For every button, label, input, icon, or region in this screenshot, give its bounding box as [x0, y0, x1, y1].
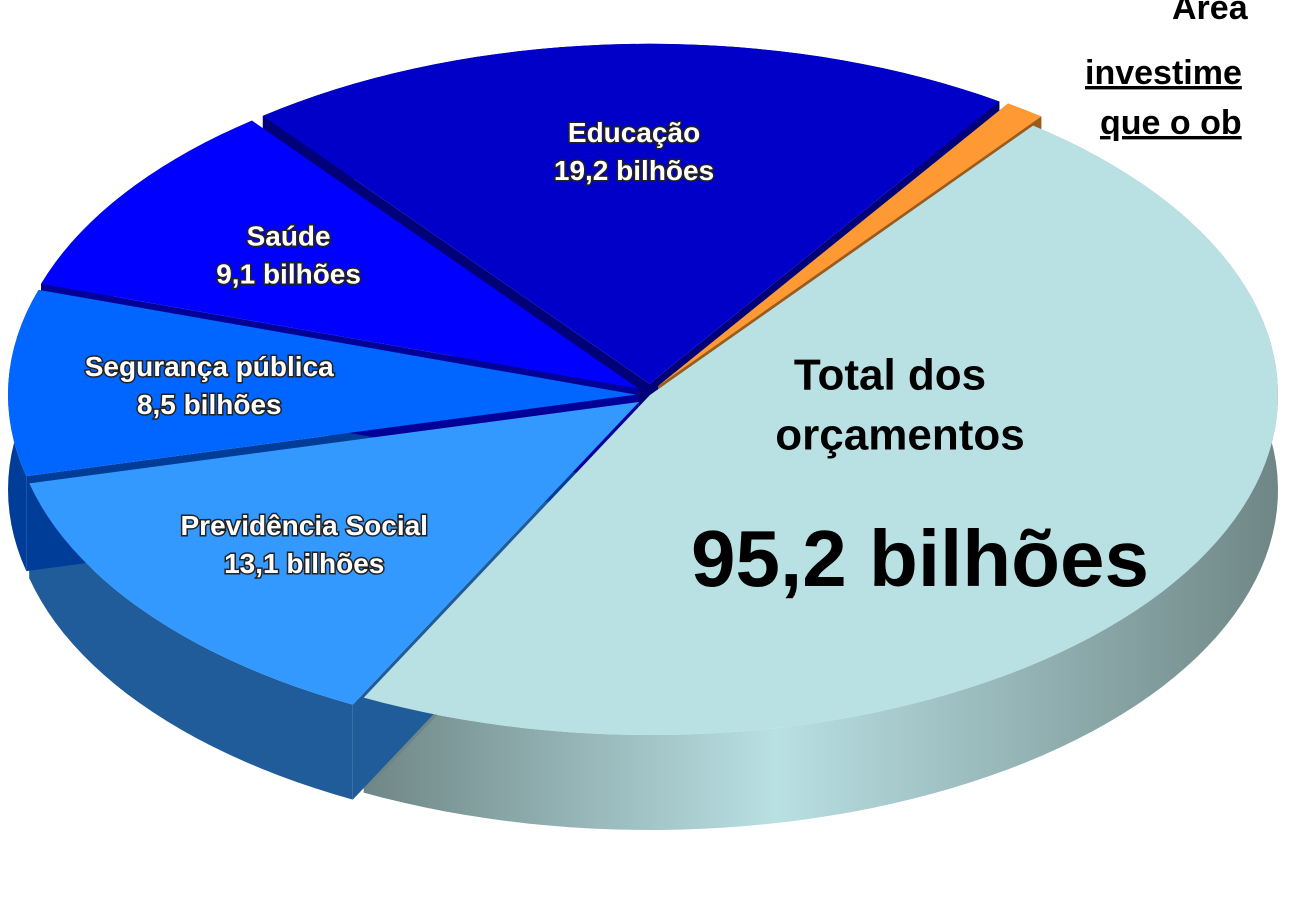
slice-label: Saúde: [247, 220, 331, 251]
slice-value-label: 19,2 bilhões: [554, 155, 714, 186]
slice-value-label: 9,1 bilhões: [216, 258, 361, 289]
slice: [658, 103, 1042, 386]
annotation-value: 95,2 bilhões: [691, 514, 1149, 603]
slice-labels: Educação 19,2 bilhões Previdência Social 13…: [83, 116, 715, 581]
slice: [262, 43, 1000, 384]
slice-label: Segurança pública: [85, 351, 334, 382]
slice: [29, 401, 640, 705]
slice-wall: [363, 125, 1278, 830]
annotation: Total dos: [794, 351, 986, 400]
slice-value-label: 13,1 bilhões: [224, 548, 384, 579]
annotation: orçamentos: [775, 411, 1024, 460]
slice-label: Previdência Social: [181, 510, 428, 541]
slice-value-label: 8,5 bilhões: [137, 389, 282, 420]
title: que o ob: [1100, 104, 1242, 142]
slice: [41, 120, 639, 389]
slice-wall: [29, 483, 353, 800]
pie-tops: [8, 43, 1278, 735]
slice-label: Educação: [568, 117, 700, 148]
title: Área: [1172, 0, 1249, 27]
slice: [8, 289, 637, 477]
title: investime: [1085, 54, 1242, 92]
slice: [363, 125, 1278, 735]
